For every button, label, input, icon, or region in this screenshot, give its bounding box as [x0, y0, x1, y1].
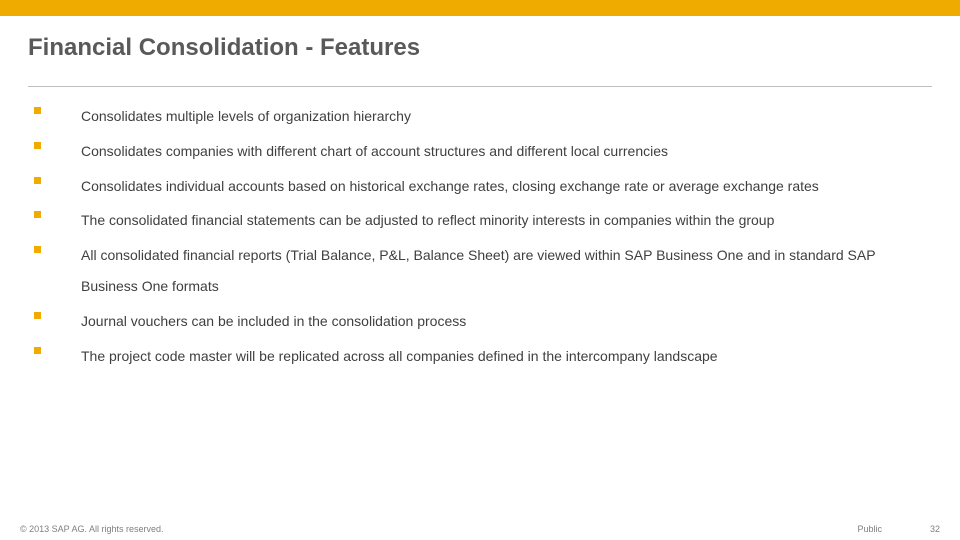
bullet-text: Consolidates companies with different ch…: [81, 136, 668, 167]
bullet-icon: [34, 312, 41, 319]
bullet-icon: [34, 211, 41, 218]
page-number: 32: [918, 524, 940, 534]
content-area: Consolidates multiple levels of organiza…: [0, 87, 960, 371]
page-title: Financial Consolidation - Features: [28, 34, 932, 62]
list-item: The consolidated financial statements ca…: [28, 205, 932, 236]
list-item: Consolidates multiple levels of organiza…: [28, 101, 932, 132]
bullet-text: All consolidated financial reports (Tria…: [81, 240, 932, 302]
bullet-text: Consolidates individual accounts based o…: [81, 171, 819, 202]
list-item: Journal vouchers can be included in the …: [28, 306, 932, 337]
bullet-icon: [34, 246, 41, 253]
bullet-icon: [34, 177, 41, 184]
classification-text: Public: [857, 524, 882, 534]
header: Financial Consolidation - Features: [0, 16, 960, 72]
bullet-text: Consolidates multiple levels of organiza…: [81, 101, 411, 132]
list-item: Consolidates individual accounts based o…: [28, 171, 932, 202]
bullet-icon: [34, 347, 41, 354]
list-item: Consolidates companies with different ch…: [28, 136, 932, 167]
bullet-text: The consolidated financial statements ca…: [81, 205, 774, 236]
bullet-icon: [34, 142, 41, 149]
bullet-text: Journal vouchers can be included in the …: [81, 306, 466, 337]
footer: © 2013 SAP AG. All rights reserved. Publ…: [0, 524, 960, 534]
accent-bar: [0, 0, 960, 16]
list-item: The project code master will be replicat…: [28, 341, 932, 372]
copyright-text: © 2013 SAP AG. All rights reserved.: [20, 524, 857, 534]
bullet-text: The project code master will be replicat…: [81, 341, 718, 372]
bullet-icon: [34, 107, 41, 114]
feature-list: Consolidates multiple levels of organiza…: [28, 101, 932, 371]
list-item: All consolidated financial reports (Tria…: [28, 240, 932, 302]
